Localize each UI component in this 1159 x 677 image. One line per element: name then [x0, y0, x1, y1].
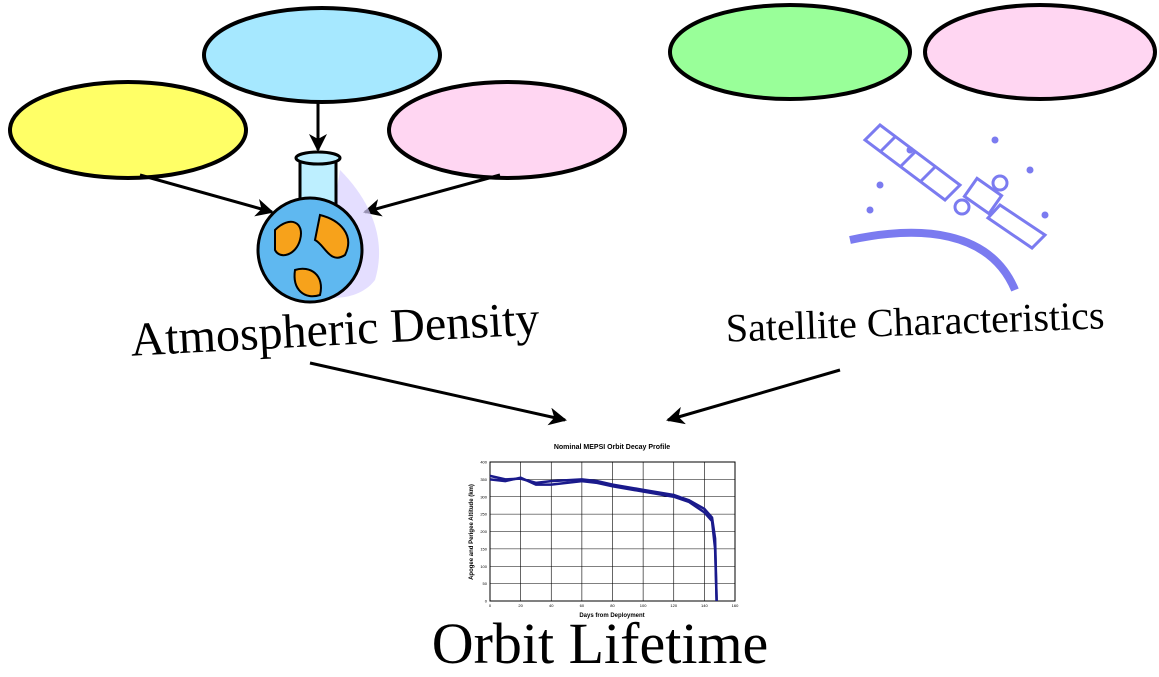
x-tick-label: 60 — [580, 603, 585, 608]
x-tick-label: 80 — [610, 603, 615, 608]
oval — [670, 5, 910, 99]
ovals — [10, 5, 1155, 178]
x-tick-label: 160 — [732, 603, 739, 608]
y-tick-label: 150 — [480, 546, 487, 551]
y-tick-label: 50 — [483, 581, 488, 586]
arrow — [365, 175, 500, 212]
y-tick-label: 100 — [480, 564, 487, 569]
y-tick-label: 200 — [480, 529, 487, 534]
x-tick-label: 120 — [670, 603, 677, 608]
x-tick-label: 140 — [701, 603, 708, 608]
satellite-icon — [850, 125, 1047, 290]
x-tick-label: 0 — [489, 603, 492, 608]
y-tick-label: 350 — [480, 477, 487, 482]
x-tick-label: 40 — [549, 603, 554, 608]
node-label: Satellite Characteristics — [725, 292, 1105, 350]
chart: Nominal MEPSI Orbit Decay Profile Days f… — [469, 444, 739, 619]
chart-title: Nominal MEPSI Orbit Decay Profile — [554, 444, 670, 451]
y-tick-label: 0 — [485, 599, 488, 604]
x-axis-label: Days from Deployment — [579, 613, 644, 619]
arrow — [140, 175, 272, 212]
oval — [10, 82, 246, 178]
arrow — [668, 370, 840, 420]
y-tick-label: 250 — [480, 512, 487, 517]
y-axis-label: Apogee and Perigee Altitude (km) — [469, 484, 475, 580]
arrow — [310, 363, 565, 420]
y-tick-label: 300 — [480, 494, 487, 499]
node-label: Orbit Lifetime — [432, 611, 769, 676]
x-tick-label: 100 — [640, 603, 647, 608]
oval — [925, 5, 1155, 99]
x-tick-label: 20 — [518, 603, 523, 608]
diagram: Atmospheric Density Satellite Characteri… — [0, 0, 1159, 677]
y-tick-label: 400 — [480, 460, 487, 465]
flask-icon — [258, 152, 379, 302]
oval — [389, 82, 625, 178]
oval — [204, 8, 440, 102]
node-label: Atmospheric Density — [129, 292, 540, 366]
